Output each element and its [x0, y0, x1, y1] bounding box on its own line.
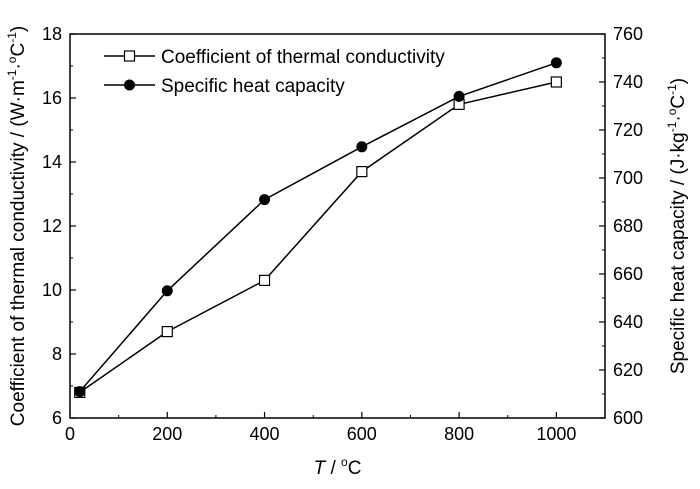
left-y-tick-label: 18 — [42, 24, 62, 44]
right-y-tick-label: 660 — [613, 264, 643, 284]
left-y-tick-label: 14 — [42, 152, 62, 172]
data-point — [161, 285, 173, 297]
right-y-axis-title-end: ) — [668, 78, 689, 84]
x-tick-label: 600 — [347, 424, 377, 444]
left-y-axis-title-sup2: o — [5, 56, 19, 63]
right-y-tick-label: 600 — [613, 408, 643, 428]
right-y-axis: 600 620 640 660 680 700 720 740 760 — [599, 24, 643, 428]
left-y-tick-label: 10 — [42, 280, 62, 300]
right-y-tick-label: 740 — [613, 72, 643, 92]
right-y-axis-title: Specific heat capacity / (J·kg-1·oC-1) — [665, 78, 689, 374]
x-axis-title: T / oC — [314, 455, 362, 479]
right-y-tick-label: 640 — [613, 312, 643, 332]
data-point — [74, 386, 86, 398]
data-point — [258, 274, 271, 286]
series-1 — [74, 76, 562, 398]
series-layer — [74, 57, 562, 398]
right-y-tick-label: 720 — [613, 120, 643, 140]
left-y-axis-title-main: Coefficient of thermal conductivity / (W… — [8, 80, 29, 426]
left-y-axis-title-mid: · — [8, 63, 29, 69]
left-y-axis: 6 8 10 12 14 16 18 — [42, 24, 76, 428]
left-y-axis-title-sup3: -1 — [5, 32, 19, 43]
right-y-axis-title-sup3: -1 — [665, 84, 679, 95]
x-axis: 0 200 400 600 800 1000 — [65, 412, 576, 444]
right-y-tick-label: 680 — [613, 216, 643, 236]
data-point — [259, 194, 271, 206]
x-axis-title-unit: C — [348, 458, 362, 479]
legend-marker — [123, 50, 136, 62]
legend-marker — [124, 79, 135, 91]
data-point — [453, 90, 465, 102]
data-point — [161, 326, 173, 338]
data-point — [356, 166, 368, 178]
x-tick-label: 1000 — [536, 424, 576, 444]
left-y-tick-label: 12 — [42, 216, 62, 236]
right-y-axis-title-mid: · — [668, 115, 689, 121]
x-tick-label: 200 — [152, 424, 182, 444]
series-2 — [74, 57, 562, 398]
right-y-axis-title-unit: C — [668, 95, 689, 109]
left-y-axis-title-unit: C — [8, 43, 29, 57]
left-y-axis-title-sup1: -1 — [5, 69, 19, 80]
x-tick-label: 400 — [250, 424, 280, 444]
x-tick-label: 0 — [65, 424, 75, 444]
left-y-axis-title-end: ) — [8, 26, 29, 32]
left-y-tick-label: 6 — [52, 408, 62, 428]
legend-label: Specific heat capacity — [161, 76, 345, 97]
series-line — [79, 62, 557, 393]
x-axis-title-var: T — [314, 458, 327, 479]
right-y-tick-label: 620 — [613, 360, 643, 380]
data-point — [550, 57, 562, 69]
left-y-axis-title: Coefficient of thermal conductivity / (W… — [5, 26, 29, 426]
legend: Coefficient of thermal conductivity Speci… — [104, 47, 445, 97]
legend-label: Coefficient of thermal conductivity — [161, 47, 445, 68]
right-y-tick-label: 700 — [613, 168, 643, 188]
x-axis-title-degree: o — [341, 455, 348, 469]
data-point — [356, 141, 368, 153]
x-axis-title-sep: / — [325, 458, 341, 479]
data-point — [550, 76, 562, 88]
x-tick-label: 800 — [444, 424, 474, 444]
right-y-axis-title-sup1: -1 — [665, 121, 679, 132]
right-y-axis-title-main: Specific heat capacity / (J·kg — [668, 132, 689, 374]
right-y-axis-title-sup2: o — [665, 108, 679, 115]
left-y-tick-label: 16 — [42, 88, 62, 108]
left-y-tick-label: 8 — [52, 344, 62, 364]
right-y-tick-label: 760 — [613, 24, 643, 44]
series-line — [79, 81, 557, 394]
